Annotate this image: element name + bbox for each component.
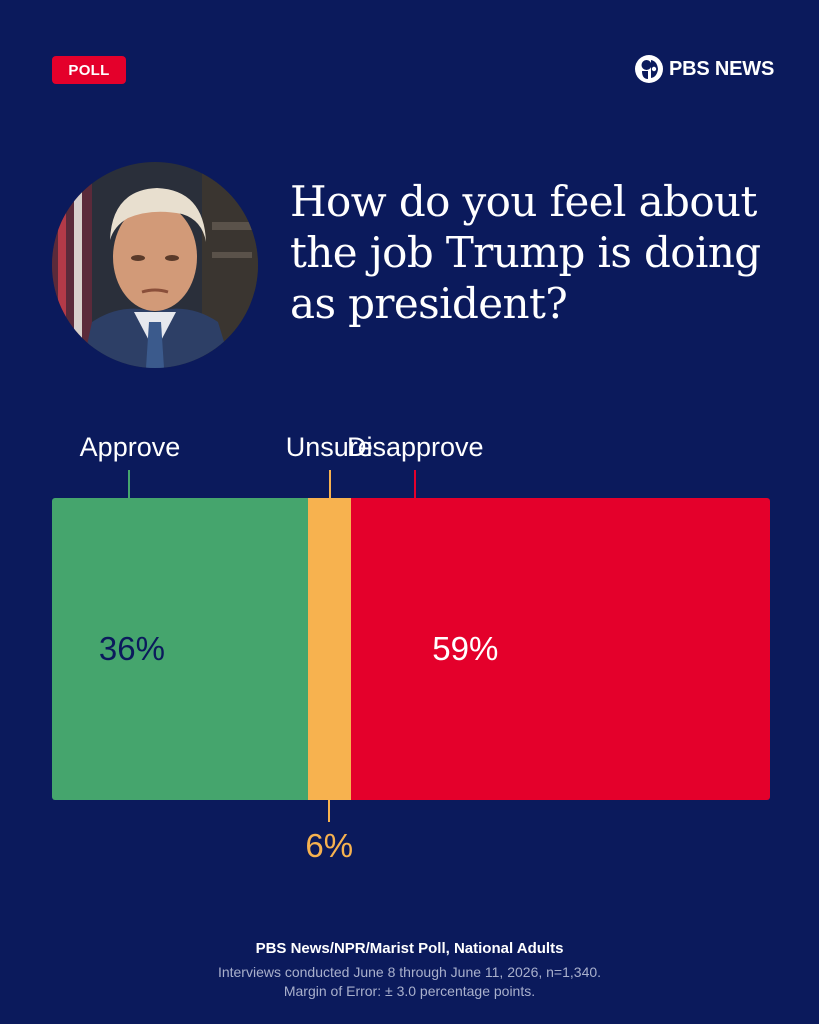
chart-title: How do you feel about the job Trump is d… xyxy=(290,177,761,328)
category-label-unsure: Unsure xyxy=(285,432,373,462)
value-label-approve: 36% xyxy=(98,630,165,667)
poll-badge: POLL xyxy=(52,56,126,84)
pbs-logo-icon xyxy=(635,55,663,83)
tick-disapprove xyxy=(414,470,417,498)
value-label-unsure: 6% xyxy=(305,827,354,864)
category-label-approve: Approve xyxy=(79,432,181,462)
category-label-disapprove: Disapprove xyxy=(346,432,484,462)
poll-source: PBS News/NPR/Marist Poll, National Adult… xyxy=(255,940,564,957)
bar-unsure xyxy=(307,498,351,800)
tick-unsure xyxy=(329,470,332,498)
tick-bottom-unsure xyxy=(328,800,331,822)
pbs-news-logo: PBS NEWS xyxy=(634,54,774,84)
brand-name: PBS NEWS xyxy=(669,57,775,80)
poll-margin-of-error: Margin of Error: ± 3.0 percentage points… xyxy=(283,983,536,999)
tick-approve xyxy=(127,470,130,498)
poll-interviews-note: Interviews conducted June 8 through June… xyxy=(217,964,602,980)
bar-approve xyxy=(52,498,308,800)
value-label-disapprove: 59% xyxy=(432,630,499,667)
portrait-photo-icon xyxy=(52,162,258,368)
bar-disapprove xyxy=(350,498,770,800)
portrait-photo xyxy=(52,162,258,368)
